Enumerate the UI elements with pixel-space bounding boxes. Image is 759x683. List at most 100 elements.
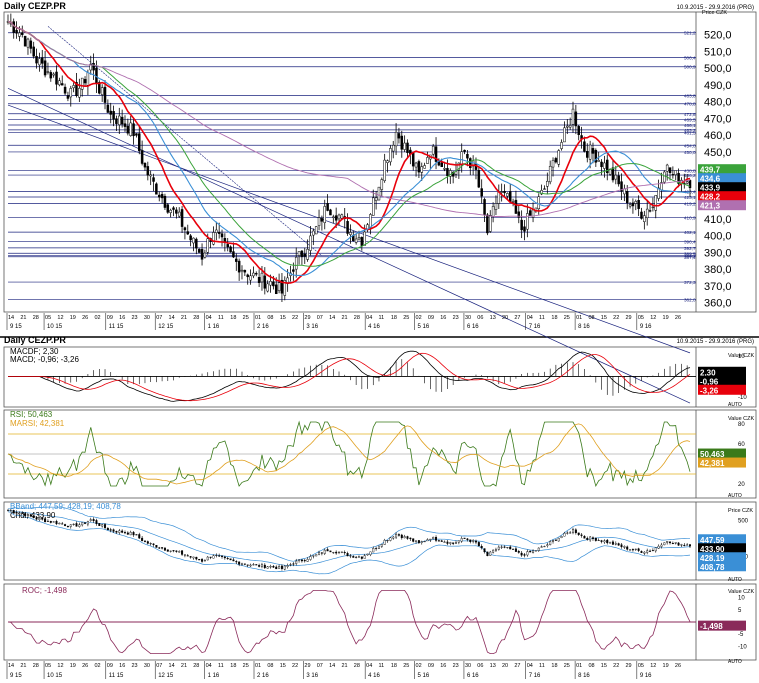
candle-body-147 xyxy=(426,157,429,164)
candle-body-153 xyxy=(443,168,446,170)
bb-candle-body-95 xyxy=(278,566,281,569)
candle-body-230 xyxy=(663,171,666,183)
candle-body-176 xyxy=(508,191,512,202)
bb-candle-body-239 xyxy=(689,544,692,547)
candle-body-41 xyxy=(123,123,127,127)
top-x-day-label-1: 21 xyxy=(20,315,26,321)
macd-signal-line xyxy=(8,352,691,402)
candle-body-56 xyxy=(166,204,170,213)
candle-body-158 xyxy=(457,162,461,171)
bottom-x-month-label-2: 11 15 xyxy=(109,673,124,679)
top-x-month-label-9: 6 16 xyxy=(467,324,479,330)
support-line-label-17: 410,9 xyxy=(684,215,696,220)
candle-body-85 xyxy=(249,275,252,281)
candle-body-88 xyxy=(257,277,261,283)
bb-candle-body-92 xyxy=(269,566,272,568)
bb-candle-body-178 xyxy=(514,548,517,552)
candle-body-130 xyxy=(377,186,381,201)
bb-candle-body-30 xyxy=(92,519,95,522)
candle-body-180 xyxy=(520,219,523,231)
bb-candle-body-163 xyxy=(472,540,475,542)
bb-candle-body-170 xyxy=(492,549,495,553)
bb-candle-body-172 xyxy=(497,546,500,550)
roc-auto-label: AUTO xyxy=(728,659,742,665)
candle-body-66 xyxy=(195,238,198,249)
candle-body-114 xyxy=(332,216,335,218)
bottom-x-day-label-26: 14 xyxy=(329,663,335,669)
bb-candle-body-135 xyxy=(392,536,395,539)
candle-body-186 xyxy=(537,196,541,210)
bb-candle-body-130 xyxy=(377,545,380,549)
bottom-x-day-label-31: 18 xyxy=(391,663,397,669)
support-line-label-23: 387,4 xyxy=(684,255,696,260)
bb-candle-body-214 xyxy=(617,543,620,546)
bottom-x-day-label-51: 05 xyxy=(638,663,644,669)
candle-body-215 xyxy=(620,181,623,192)
roc-legend: ROC; -1,498 xyxy=(22,586,67,595)
price-tick-label-1: 370,0 xyxy=(704,281,732,293)
bb-candle-body-180 xyxy=(520,552,523,556)
bb-candle-body-231 xyxy=(666,541,669,543)
candle-body-22 xyxy=(69,88,73,98)
bottom-x-day-label-9: 16 xyxy=(119,663,125,669)
bb-candle-body-188 xyxy=(543,546,546,548)
macd-badge-bg-0 xyxy=(698,366,746,377)
candle-body-133 xyxy=(386,160,389,163)
bb-candle-body-0 xyxy=(6,510,9,512)
bb-candle-body-184 xyxy=(532,550,535,553)
candle-body-167 xyxy=(483,199,486,215)
candle-body-112 xyxy=(326,203,329,211)
bb-candle-body-59 xyxy=(175,550,178,552)
candle-body-16 xyxy=(52,73,55,76)
bb-candle-body-236 xyxy=(680,544,683,546)
bottom-x-month-label-10: 7 16 xyxy=(529,673,541,679)
bb-candle-body-9 xyxy=(32,515,35,519)
bb-candle-body-185 xyxy=(534,550,537,552)
candle-body-226 xyxy=(651,206,655,209)
top-x-day-label-4: 12 xyxy=(57,315,63,321)
candle-body-173 xyxy=(500,191,503,193)
bottom-x-day-label-29: 04 xyxy=(366,663,372,669)
candle-body-234 xyxy=(674,170,677,176)
bb-candle-body-38 xyxy=(115,531,118,533)
bottom-x-day-label-2: 28 xyxy=(33,663,39,669)
candle-body-238 xyxy=(685,181,689,184)
sma-green-line xyxy=(7,21,691,267)
bb-candle-body-164 xyxy=(474,540,477,543)
candle-body-196 xyxy=(566,125,569,128)
candle-body-40 xyxy=(120,116,124,125)
candle-body-18 xyxy=(58,80,61,86)
top-x-day-label-10: 23 xyxy=(132,315,138,321)
candle-body-11 xyxy=(38,58,41,66)
top-x-day-label-8: 09 xyxy=(107,315,113,321)
candle-body-166 xyxy=(480,188,483,197)
candle-body-183 xyxy=(528,210,532,216)
macd-legend-2: MACD; -0,96; -3,26 xyxy=(10,355,79,364)
sma-blue-line xyxy=(7,20,691,276)
rsi-badge-label-0: 50,463 xyxy=(700,450,725,459)
top-x-day-label-43: 11 xyxy=(539,315,545,321)
candle-body-79 xyxy=(232,251,235,258)
candle-body-5 xyxy=(21,32,24,35)
candle-body-132 xyxy=(383,159,386,181)
candle-body-191 xyxy=(551,160,555,168)
candle-body-33 xyxy=(100,87,104,96)
bb-candle-body-67 xyxy=(198,559,201,561)
bb-candle-body-149 xyxy=(432,536,435,540)
macd-tick-1: -10 xyxy=(738,395,747,401)
bottom-x-day-label-54: 26 xyxy=(675,663,681,669)
candle-body-170 xyxy=(491,206,495,217)
top-x-month-label-12: 9 16 xyxy=(640,324,652,330)
bb-candle-body-160 xyxy=(463,537,466,539)
bb-candle-body-6 xyxy=(24,513,27,516)
bb-candle-body-34 xyxy=(104,524,107,528)
candle-body-70 xyxy=(206,238,209,253)
marsi-line xyxy=(7,423,691,485)
price-tick-label-12: 480,0 xyxy=(704,97,732,109)
bb-candle-body-14 xyxy=(46,520,49,522)
bb-candle-body-77 xyxy=(226,558,229,560)
bb-candle-body-73 xyxy=(215,554,218,556)
bb-candle-body-97 xyxy=(283,565,286,570)
bb-candle-body-109 xyxy=(318,552,321,555)
candle-body-104 xyxy=(303,253,307,257)
